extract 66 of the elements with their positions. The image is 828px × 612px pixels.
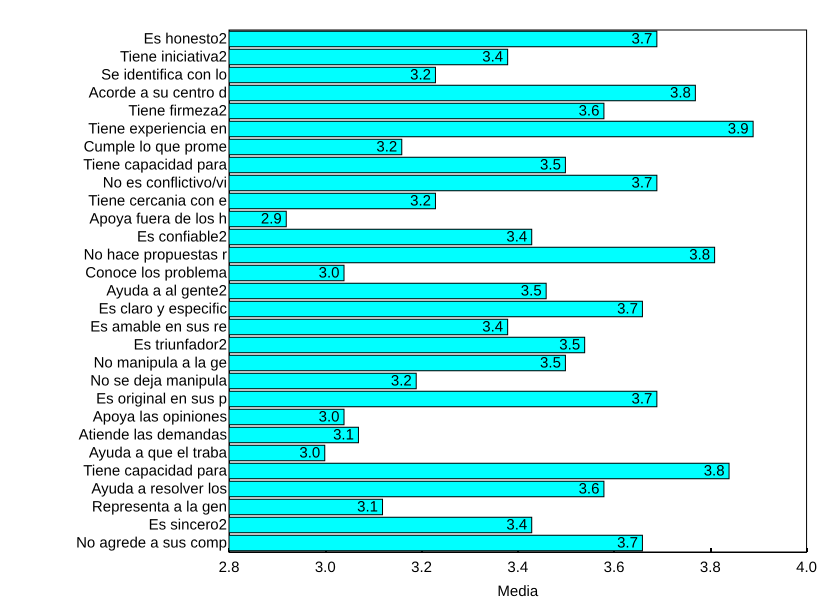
y-tick-label: Acorde a su centro d: [88, 84, 227, 102]
data-label: 3.6: [578, 480, 600, 498]
data-label: 3.8: [689, 246, 710, 264]
y-tick-label: Conoce los problema: [85, 264, 228, 282]
x-tick-label: 3.0: [314, 559, 336, 576]
x-tick-label: 2.8: [218, 559, 240, 576]
y-tick-label: No hace propuestas r: [84, 246, 227, 264]
data-label: 3.0: [318, 408, 340, 426]
y-tick-label: Es confiable2: [136, 228, 227, 246]
data-label: 3.5: [540, 156, 561, 174]
data-label: 3.7: [632, 174, 652, 192]
y-tick-label: Es original en sus p: [96, 390, 227, 408]
y-tick-label: Apoya las opiniones: [92, 408, 227, 426]
y-tick-label: Tiene firmeza2: [128, 102, 227, 120]
data-label: 3.6: [578, 102, 600, 120]
data-label: 3.5: [520, 282, 542, 300]
y-tick-label: Cumple lo que prome: [84, 138, 227, 156]
x-tick-label: 3.6: [604, 559, 624, 576]
data-label: 3.5: [559, 336, 580, 354]
y-tick-label: No manipula a la ge: [94, 354, 227, 372]
y-tick-label: Tiene experiencia en: [88, 120, 227, 138]
data-label: 3.5: [540, 354, 561, 372]
y-tick-label: Ayuda a resolver los: [91, 480, 227, 498]
y-tick-label: Es triunfador2: [134, 336, 227, 354]
data-label: 3.7: [617, 534, 638, 552]
data-label: 3.7: [617, 300, 638, 318]
x-tick-label: 3.4: [507, 559, 528, 576]
data-label: 3.0: [299, 444, 320, 462]
data-label: 3.2: [390, 372, 412, 390]
y-tick-label: Es sincero2: [148, 516, 227, 534]
x-tick-label: 4.0: [796, 559, 818, 576]
data-label: 3.0: [318, 264, 340, 282]
y-tick-label: Ayuda a al gente2: [106, 282, 227, 300]
data-label: 3.8: [670, 84, 691, 102]
y-tick-label: No se deja manipula: [90, 372, 228, 390]
data-label: 2.9: [260, 210, 282, 228]
data-label: 3.1: [357, 498, 378, 516]
y-tick-label: Tiene cercania con e: [88, 192, 227, 210]
y-tick-label: Es amable en sus re: [90, 318, 227, 336]
data-label: 3.9: [728, 120, 749, 138]
data-label: 3.4: [506, 516, 528, 534]
x-tick-label: 3.8: [700, 559, 721, 576]
y-tick-label: Apoya fuera de los h: [89, 210, 227, 228]
data-label: 3.8: [704, 462, 725, 480]
y-tick-label: Ayuda a que el traba: [88, 444, 228, 462]
data-label: 3.4: [482, 48, 504, 66]
data-label: 3.2: [410, 66, 431, 84]
data-label: 3.2: [376, 138, 398, 156]
y-tick-label: No es conflictivo/vi: [102, 174, 227, 192]
y-tick-label: Es honesto2: [144, 30, 227, 48]
x-tick-label: 3.2: [411, 559, 432, 576]
y-tick-label: Tiene capacidad para: [83, 462, 228, 480]
data-label: 3.1: [333, 426, 354, 444]
y-tick-label: No agrede a sus comp: [76, 534, 227, 552]
data-label: 3.4: [506, 228, 528, 246]
y-tick-label: Tiene iniciativa2: [120, 48, 227, 66]
y-tick-label: Es claro y especific: [98, 300, 228, 318]
y-tick-label: Se identifica con lo: [101, 66, 227, 84]
y-tick-label: Atiende las demandas: [78, 426, 227, 444]
y-tick-label: Representa a la gen: [92, 498, 227, 516]
data-label: 3.7: [632, 390, 652, 408]
x-axis-title: Media: [497, 583, 539, 600]
data-label: 3.4: [482, 318, 504, 336]
y-tick-label: Tiene capacidad para: [83, 156, 228, 174]
data-label: 3.2: [410, 192, 431, 210]
data-label: 3.7: [632, 30, 652, 48]
